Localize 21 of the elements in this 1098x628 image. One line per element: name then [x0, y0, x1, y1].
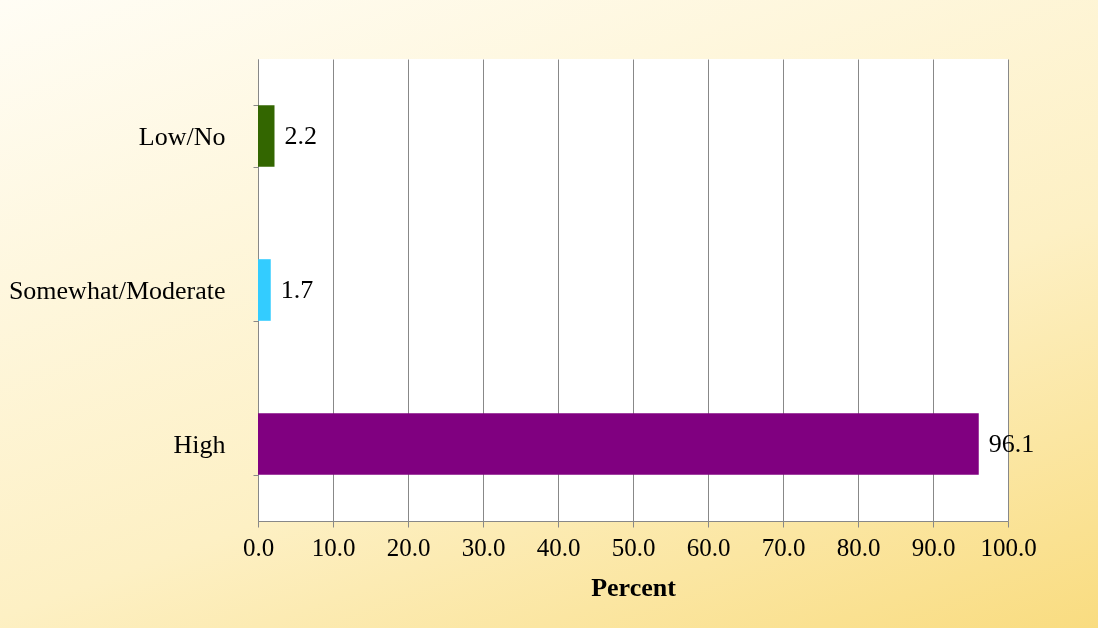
x-tick-label: 70.0	[761, 533, 806, 561]
data-label: 1.7	[280, 275, 314, 304]
x-tick-label: 0.0	[242, 533, 275, 561]
data-label: 96.1	[988, 429, 1035, 458]
x-tick-label: 50.0	[611, 533, 656, 561]
y-tick-label: High	[173, 429, 226, 459]
x-tick-label: 40.0	[536, 533, 581, 561]
x-tick-label: 10.0	[311, 533, 356, 561]
bar	[258, 259, 271, 321]
x-tick-label: 90.0	[911, 533, 956, 561]
x-axis-title: Percent	[591, 572, 677, 602]
data-label: 2.2	[284, 121, 317, 150]
x-tick-label: 100.0	[980, 533, 1037, 561]
x-tick-label: 80.0	[836, 533, 881, 561]
bar	[258, 105, 275, 167]
x-tick-label: 60.0	[686, 533, 731, 561]
y-tick-label: Low/No	[138, 121, 226, 151]
bar	[258, 413, 979, 475]
y-tick-label: Somewhat/Moderate	[8, 275, 226, 305]
x-tick-label: 20.0	[386, 533, 431, 561]
x-tick-label: 30.0	[461, 533, 506, 561]
